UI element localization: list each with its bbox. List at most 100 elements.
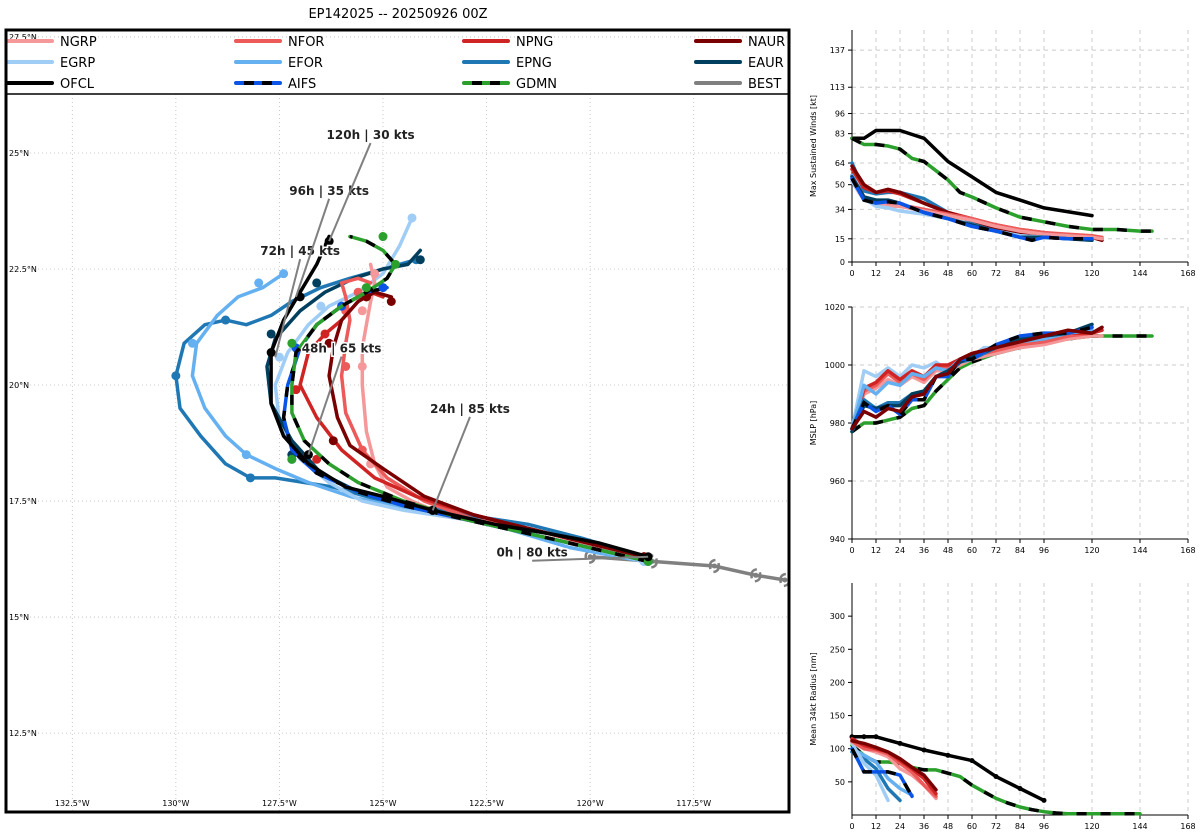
annotation-leader xyxy=(295,198,331,298)
map-gridlines xyxy=(6,36,789,812)
track-point-efor xyxy=(241,450,251,460)
series-dash-gdmn xyxy=(850,744,1140,816)
y-tick-label: 64 xyxy=(835,159,845,168)
track-point-eaur xyxy=(312,278,322,288)
series-egrp xyxy=(850,741,890,803)
legend: NGRP NFOR NPNG NAUR EGRP EFOR EPNG EAUR OFCL AIFS… xyxy=(6,35,789,95)
x-tick-label: 60 xyxy=(967,822,977,831)
series-point-ofcl xyxy=(1041,797,1047,803)
track-point-npng xyxy=(312,454,322,464)
map-frame xyxy=(4,28,791,814)
track-point-efor xyxy=(279,269,289,279)
y-tick-label: 0 xyxy=(840,258,845,267)
track-point-gdmn xyxy=(287,338,297,348)
y-tick-label: 1000 xyxy=(825,361,845,370)
legend-label-best: BEST xyxy=(748,77,781,92)
y-tick-label: 980 xyxy=(830,419,845,428)
lat-tick-label: 17.5°N xyxy=(9,497,37,506)
series-aifs xyxy=(850,176,1094,243)
pressure-panel: 0 12 24 36 48 60 72 84 96 120 144 168 940 960 980 1000 1… xyxy=(809,303,1196,555)
y-tick-label: 96 xyxy=(835,110,845,119)
legend-label-efor: EFOR xyxy=(288,56,323,71)
y-tick-label: 50 xyxy=(835,778,845,787)
annotation-leader xyxy=(328,142,372,242)
track-point-naur xyxy=(324,338,334,348)
x-tick-label: 12 xyxy=(871,546,881,555)
y-tick-label: 200 xyxy=(830,678,845,687)
x-tick-label: 0 xyxy=(849,546,854,555)
annotation-leader xyxy=(274,258,302,358)
annotation-leader xyxy=(532,555,649,562)
series-dash-gdmn xyxy=(851,136,1152,233)
series-point-ofcl xyxy=(861,734,867,740)
legend-label-ngrp: NGRP xyxy=(60,35,97,50)
y-tick-label: 83 xyxy=(835,130,845,139)
legend-label-eaur: EAUR xyxy=(748,56,784,71)
x-tick-label: 36 xyxy=(919,822,929,831)
track-ofcl xyxy=(269,234,650,559)
series-ofcl xyxy=(850,735,1046,803)
x-tick-label: 84 xyxy=(1015,546,1025,555)
lon-tick-label: 117.5°W xyxy=(676,799,711,808)
x-tick-label: 0 xyxy=(849,269,854,278)
track-point-gdmn xyxy=(361,283,371,293)
y-axis-label: Max Sustained Winds [kt] xyxy=(809,95,818,197)
track-point-naur xyxy=(328,436,338,446)
lat-tick-label: 15°N xyxy=(9,613,29,622)
y-tick-label: 960 xyxy=(830,477,845,486)
y-tick-label: 1020 xyxy=(825,303,845,312)
x-tick-label: 120 xyxy=(1084,269,1099,278)
series-point-ofcl xyxy=(873,734,879,740)
lon-tick-label: 127.5°W xyxy=(262,799,297,808)
track-point-ngrp xyxy=(357,306,367,316)
lat-tick-label: 22.5°N xyxy=(9,265,37,274)
x-tick-label: 120 xyxy=(1084,546,1099,555)
track-point-egrp xyxy=(316,301,326,311)
x-tick-label: 48 xyxy=(943,822,953,831)
x-tick-label: 48 xyxy=(943,546,953,555)
track-point-efor xyxy=(187,338,197,348)
series-ofcl xyxy=(850,128,1094,218)
annotation-label: 0h | 80 kts xyxy=(496,546,567,560)
x-tick-label: 168 xyxy=(1180,269,1195,278)
annotation-leader xyxy=(307,356,343,455)
lon-tick-label: 120°W xyxy=(577,799,604,808)
x-tick-label: 0 xyxy=(849,822,854,831)
series-dash-aifs xyxy=(850,325,1093,430)
track-point-gdmn xyxy=(287,454,297,464)
series-naur xyxy=(850,739,938,792)
lat-tick-label: 27.5°N xyxy=(9,33,37,42)
x-tick-label: 12 xyxy=(871,269,881,278)
y-tick-label: 250 xyxy=(830,645,845,654)
track-point-egrp xyxy=(274,352,284,362)
x-tick-label: 72 xyxy=(991,822,1001,831)
track-naur xyxy=(327,290,646,559)
y-tick-label: 100 xyxy=(830,745,845,754)
annotation-label: 24h | 85 kts xyxy=(430,402,510,416)
series-point-ofcl xyxy=(1017,785,1023,791)
storm-symbol-center xyxy=(753,572,759,578)
track-point-epng xyxy=(245,473,255,483)
series-naur xyxy=(850,325,1104,431)
y-tick-label: 137 xyxy=(830,46,845,55)
storm-symbol xyxy=(750,568,762,583)
x-tick-label: 168 xyxy=(1180,822,1195,831)
x-tick-label: 120 xyxy=(1084,822,1099,831)
x-tick-label: 84 xyxy=(1015,269,1025,278)
y-tick-label: 113 xyxy=(830,83,845,92)
annotation-label: 120h | 30 kts xyxy=(327,128,415,142)
x-tick-label: 12 xyxy=(871,822,881,831)
legend-label-npng: NPNG xyxy=(516,35,553,50)
x-tick-label: 72 xyxy=(991,269,1001,278)
lon-tick-label: 130°W xyxy=(162,799,189,808)
x-tick-label: 96 xyxy=(1039,822,1049,831)
annotation-label: 72h | 45 kts xyxy=(260,244,340,258)
series-gdmn xyxy=(850,136,1154,233)
x-tick-label: 60 xyxy=(967,269,977,278)
lat-tick-label: 20°N xyxy=(9,381,29,390)
chart-title: EP142025 -- 20250926 00Z xyxy=(308,7,487,22)
y-axis-label: MSLP [hPa] xyxy=(809,401,818,445)
lat-tick-label: 25°N xyxy=(9,149,29,158)
series-aifs xyxy=(850,746,914,799)
